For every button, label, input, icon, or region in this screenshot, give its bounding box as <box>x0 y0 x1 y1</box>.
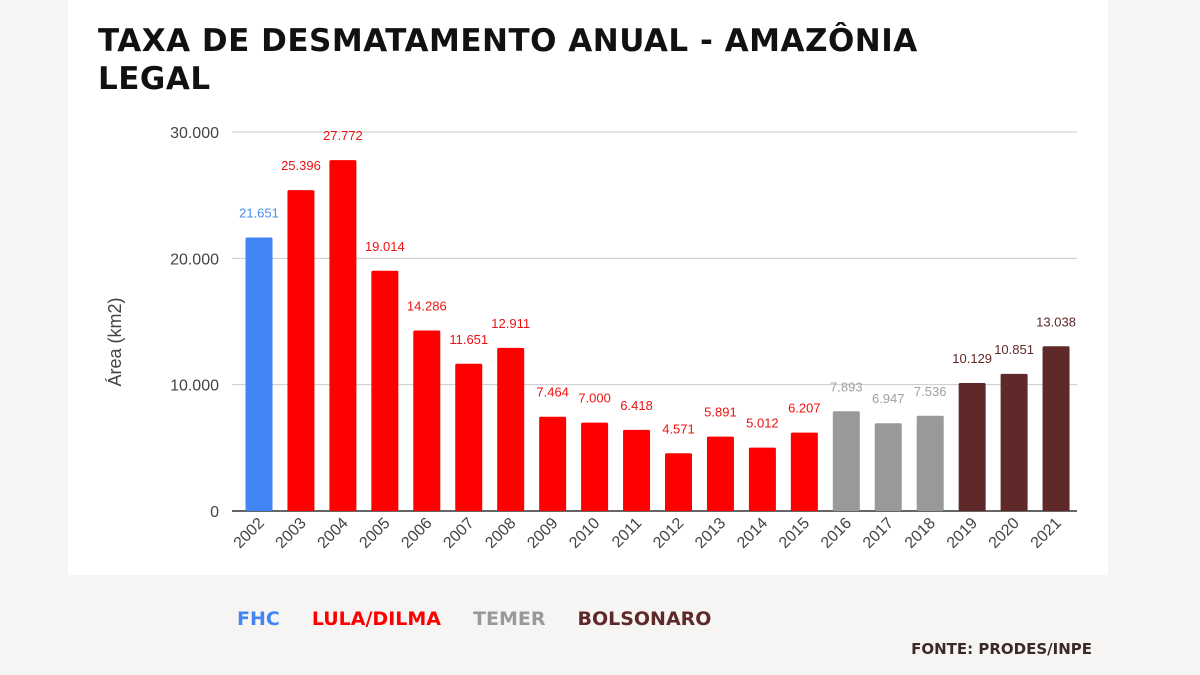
data-label-2005: 19.014 <box>365 239 405 254</box>
bar-2004 <box>329 160 357 511</box>
bar-2006 <box>413 330 441 511</box>
bar-2002 <box>245 237 273 511</box>
y-tick-label: 30.000 <box>170 125 219 142</box>
x-tick-label: 2017 <box>860 515 897 552</box>
bar-2019 <box>958 383 986 511</box>
bar-2020 <box>1000 373 1028 511</box>
legend-item-bolsonaro: BOLSONARO <box>577 608 712 630</box>
data-label-2013: 5.891 <box>704 405 737 420</box>
x-tick-label: 2015 <box>776 515 813 552</box>
y-tick-label: 0 <box>210 504 219 521</box>
bar-2013 <box>706 436 734 511</box>
data-label-2008: 12.911 <box>491 316 530 331</box>
y-axis: 0 10.000 20.000 30.000 <box>170 125 219 521</box>
x-tick-label: 2003 <box>273 515 310 552</box>
bar-2011 <box>623 429 651 511</box>
data-label-2007: 11.651 <box>449 332 488 347</box>
chart-title: TAXA DE DESMATAMENTO ANUAL - AMAZÔNIA LE… <box>98 23 918 97</box>
x-tick-label: 2013 <box>692 515 729 552</box>
x-tick-label: 2007 <box>440 515 477 552</box>
x-tick-label: 2020 <box>986 515 1023 552</box>
bar-2003 <box>287 190 315 511</box>
data-label-2021: 13.038 <box>1036 314 1076 329</box>
bar-2021 <box>1042 346 1070 511</box>
x-tick-label: 2006 <box>398 515 435 552</box>
data-label-2016: 7.893 <box>830 379 863 394</box>
x-tick-label: 2021 <box>1028 515 1065 552</box>
legend-item-temer: TEMER <box>473 608 546 630</box>
y-axis-label: Área (km2) <box>105 297 125 386</box>
bar-2017 <box>874 423 902 511</box>
y-tick-label: 10.000 <box>170 378 219 395</box>
data-label-2011: 6.418 <box>620 398 653 413</box>
x-tick-label: 2009 <box>524 515 561 552</box>
x-tick-label: 2016 <box>818 515 855 552</box>
bar-2007 <box>455 363 483 511</box>
legend: FHC LULA/DILMA TEMER BOLSONARO <box>237 608 711 630</box>
data-label-2014: 5.012 <box>746 416 779 431</box>
bar-2012 <box>665 453 692 511</box>
x-tick-label: 2002 <box>231 515 268 552</box>
gridlines <box>232 131 1077 512</box>
x-tick-label: 2018 <box>902 515 939 552</box>
x-tick-label: 2010 <box>566 515 603 552</box>
x-tick-label: 2012 <box>650 515 687 552</box>
data-label-2009: 7.464 <box>536 385 569 400</box>
data-label-2018: 7.536 <box>914 384 947 399</box>
x-tick-label: 2008 <box>482 515 519 552</box>
data-label-2020: 10.851 <box>994 342 1034 357</box>
y-tick-label: 20.000 <box>170 251 219 268</box>
data-label-2012: 4.571 <box>662 421 695 436</box>
data-label-2015: 6.207 <box>788 401 821 416</box>
data-label-2003: 25.396 <box>281 158 321 173</box>
bar-2018 <box>916 415 944 511</box>
data-label-2017: 6.947 <box>872 391 905 406</box>
x-axis: 2002 2003 2004 2005 2006 2007 2008 2009 2010 2011… <box>231 515 1065 552</box>
bar-2014 <box>748 447 776 511</box>
x-tick-label: 2005 <box>356 515 393 552</box>
bar-2005 <box>371 270 399 511</box>
bar-2010 <box>581 422 609 511</box>
x-tick-label: 2011 <box>609 515 645 551</box>
x-tick-label: 2019 <box>944 515 981 552</box>
source-note: FONTE: PRODES/INPE <box>911 640 1092 658</box>
x-tick-label: 2004 <box>315 515 352 552</box>
x-tick-label: 2014 <box>734 515 771 552</box>
data-label-2002: 21.651 <box>239 205 279 220</box>
bar-2008 <box>497 347 525 511</box>
data-label-2004: 27.772 <box>323 128 363 143</box>
bar-2016 <box>832 411 860 511</box>
bars <box>245 160 1070 511</box>
bar-2009 <box>539 416 567 511</box>
data-label-2019: 10.129 <box>952 351 992 366</box>
legend-item-fhc: FHC <box>237 608 280 630</box>
bar-2015 <box>790 432 818 511</box>
data-label-2006: 14.286 <box>407 299 447 314</box>
data-label-2010: 7.000 <box>578 391 611 406</box>
legend-item-lula-dilma: LULA/DILMA <box>311 608 441 630</box>
